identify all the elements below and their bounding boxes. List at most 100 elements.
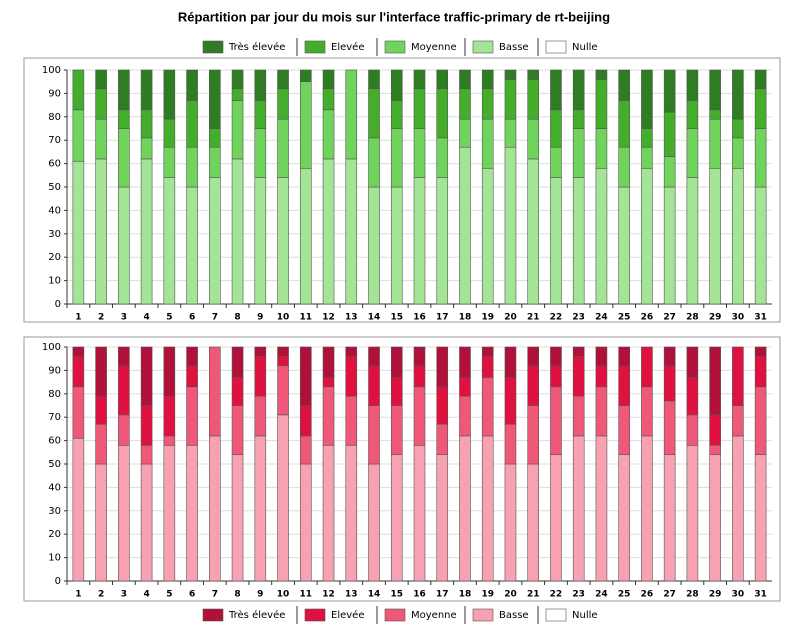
y-tick-label: 20 bbox=[48, 252, 61, 263]
bar-segment bbox=[709, 69, 721, 111]
bar-segment bbox=[481, 69, 494, 90]
legend-label: Nulle bbox=[572, 610, 598, 621]
bar-segment bbox=[663, 156, 676, 188]
x-tick-label: 6 bbox=[189, 313, 195, 323]
x-tick-label: 11 bbox=[300, 313, 313, 323]
legend-swatch bbox=[384, 608, 406, 622]
x-tick-label: 8 bbox=[234, 590, 240, 600]
bar-segment bbox=[709, 414, 721, 446]
x-tick-label: 1 bbox=[75, 590, 81, 600]
bar-segment bbox=[754, 386, 767, 455]
bar-segment bbox=[641, 146, 653, 169]
bar-segment bbox=[413, 69, 426, 90]
bar-segment bbox=[299, 346, 312, 406]
bar-segment bbox=[118, 365, 130, 416]
bar-segment bbox=[140, 463, 153, 582]
bar-segment bbox=[254, 346, 267, 357]
bar-segment bbox=[368, 346, 380, 367]
bar-segment bbox=[527, 69, 540, 80]
bar-segment bbox=[368, 88, 380, 139]
bar-segment bbox=[413, 346, 426, 367]
bar-segment bbox=[186, 186, 198, 305]
x-tick-label: 29 bbox=[709, 590, 722, 600]
bar-segment bbox=[368, 463, 380, 582]
y-tick-label: 20 bbox=[48, 529, 61, 540]
bar-segment bbox=[72, 437, 85, 582]
x-tick-label: 22 bbox=[550, 313, 563, 323]
bar-segment bbox=[209, 177, 221, 305]
bar-segment bbox=[186, 146, 198, 188]
bar-segment bbox=[118, 128, 130, 188]
bar-segment bbox=[618, 186, 630, 305]
bar-segment bbox=[254, 395, 267, 437]
legend-swatch bbox=[304, 608, 326, 622]
bar-segment bbox=[95, 423, 107, 465]
bar-segment bbox=[231, 454, 244, 582]
x-tick-label: 12 bbox=[322, 590, 335, 600]
bar-segment bbox=[72, 69, 85, 111]
y-tick-label: 10 bbox=[48, 276, 61, 287]
bar-segment bbox=[368, 137, 380, 188]
bar-segment bbox=[663, 111, 676, 157]
x-tick-label: 4 bbox=[143, 590, 149, 600]
legend-swatch bbox=[304, 40, 326, 54]
bar-segment bbox=[618, 100, 630, 148]
bar-segment bbox=[663, 365, 676, 402]
bar-segment bbox=[72, 356, 85, 388]
x-tick-label: 10 bbox=[277, 313, 290, 323]
bar-segment bbox=[299, 435, 312, 465]
bar-segment bbox=[663, 454, 676, 582]
bar-segment bbox=[618, 365, 630, 406]
legend-swatch bbox=[472, 40, 494, 54]
x-tick-label: 19 bbox=[481, 590, 494, 600]
bar-segment bbox=[595, 365, 608, 388]
bar-segment bbox=[663, 346, 676, 367]
bar-segment bbox=[481, 118, 494, 169]
bar-segment bbox=[140, 109, 153, 139]
x-tick-label: 24 bbox=[595, 590, 608, 600]
bar-segment bbox=[140, 69, 153, 111]
bar-segment bbox=[572, 435, 585, 582]
bar-segment bbox=[322, 109, 335, 160]
bar-segment bbox=[641, 69, 653, 129]
bar-segment bbox=[231, 346, 244, 378]
bar-segment bbox=[231, 405, 244, 455]
bar-segment bbox=[277, 177, 289, 305]
legend-label: Très élevée bbox=[228, 609, 285, 621]
bar-segment bbox=[390, 128, 403, 188]
bar-segment bbox=[709, 454, 721, 582]
bar-segment bbox=[459, 69, 471, 90]
bar-segment bbox=[140, 444, 153, 465]
bar-segment bbox=[709, 167, 721, 305]
bar-segment bbox=[481, 435, 494, 582]
bar-segment bbox=[663, 69, 676, 113]
bar-segment bbox=[368, 69, 380, 90]
bar-segment bbox=[686, 177, 699, 305]
bar-segment bbox=[95, 118, 107, 160]
bar-segment bbox=[186, 100, 198, 148]
bar-segment bbox=[140, 137, 153, 160]
y-tick-label: 90 bbox=[48, 365, 61, 376]
bar-segment bbox=[618, 346, 630, 367]
legend-label: Nulle bbox=[572, 42, 598, 53]
bar-segment bbox=[641, 346, 653, 388]
bar-segment bbox=[163, 395, 176, 437]
legend-swatch bbox=[384, 40, 406, 54]
y-tick-label: 100 bbox=[42, 342, 61, 353]
x-tick-label: 14 bbox=[368, 590, 381, 600]
bar-segment bbox=[732, 118, 744, 139]
y-tick-label: 80 bbox=[48, 112, 61, 123]
bar-segment bbox=[163, 177, 176, 305]
bar-segment bbox=[481, 88, 494, 120]
bar-segment bbox=[186, 386, 198, 446]
x-tick-label: 15 bbox=[390, 313, 403, 323]
bar-segment bbox=[595, 346, 608, 367]
bar-segment bbox=[72, 160, 85, 305]
bar-segment bbox=[459, 118, 471, 148]
bar-segment bbox=[254, 128, 267, 178]
legend-swatch bbox=[472, 608, 494, 622]
bar-segment bbox=[231, 88, 244, 101]
x-tick-label: 11 bbox=[300, 590, 313, 600]
bar-segment bbox=[550, 386, 562, 455]
bar-segment bbox=[709, 346, 721, 416]
